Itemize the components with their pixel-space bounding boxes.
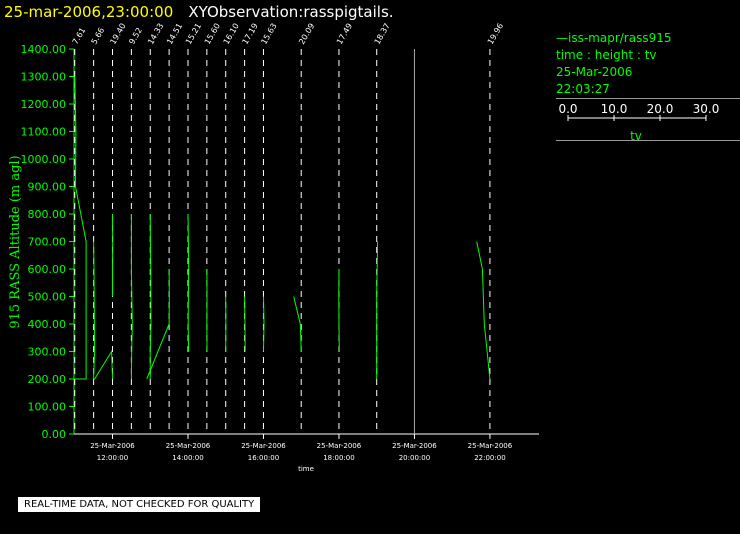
time-marker-label: 5.66 [90, 26, 107, 46]
tv-scale: 0.0 10.0 20.0 30.0 tv [558, 102, 720, 142]
time-marker-label: 18.37 [373, 22, 392, 46]
x-tick-time: 16:00:00 [248, 454, 279, 462]
time-marker-label: 14.33 [146, 22, 165, 46]
profile-trace [338, 268, 340, 352]
legend-source-row: —iss-mapr/rass915 [556, 30, 740, 47]
header-title: XYObservation:rasspigtails. [188, 3, 394, 21]
chart-header: 25-mar-2006,23:00:00 XYObservation:rassp… [4, 2, 394, 26]
x-tick-time: 12:00:00 [97, 454, 128, 462]
time-marker-label: 15.60 [203, 22, 222, 46]
profile-trace [187, 213, 190, 352]
profile-trace [93, 241, 113, 380]
profile-trace [74, 76, 87, 380]
x-tick-time: 22:00:00 [474, 454, 505, 462]
legend-panel: —iss-mapr/rass915 time : height : tv 25-… [556, 30, 740, 142]
profile-trace [376, 241, 379, 379]
plot-area: 0.00 100.00 200.00 300.00 400.00 500.00 600.00… [21, 22, 539, 462]
y-tick-label: 700.00 [28, 236, 67, 249]
header-date: 25-mar-2006,23:00:00 [4, 3, 174, 21]
y-tick-label: 600.00 [28, 263, 67, 276]
legend-time: 22:03:27 [556, 82, 610, 96]
x-tick-date: 25-Mar-2006 [468, 442, 513, 450]
y-tick-label: 900.00 [28, 181, 67, 194]
tv-scale-tick-label: 20.0 [647, 102, 674, 116]
x-axis-label: time [298, 465, 314, 473]
x-tick-date: 25-Mar-2006 [392, 442, 437, 450]
tv-scale-tick-label: 10.0 [601, 102, 628, 116]
profile-trace [149, 213, 152, 379]
time-marker-label: 19.40 [108, 22, 127, 46]
x-tick-date: 25-Mar-2006 [90, 442, 135, 450]
legend-divider-top [556, 98, 740, 99]
legend-line-sample: — [556, 31, 568, 45]
time-marker-label: 16.10 [222, 22, 241, 46]
y-tick-label: 500.00 [28, 291, 67, 304]
y-tick-label: 1400.00 [21, 43, 67, 56]
time-marker-label: 20.09 [297, 22, 316, 46]
tv-scale-tick-label: 30.0 [693, 102, 720, 116]
y-tick-label: 1200.00 [21, 98, 67, 111]
y-tick-label: 1300.00 [21, 71, 67, 84]
profile-trace [244, 296, 246, 352]
profile-trace [146, 268, 170, 380]
time-marker-label: 9.52 [127, 26, 144, 46]
y-axis-label: 915 RASS Altitude (m agl) [8, 155, 23, 328]
time-marker-label: 17.19 [241, 22, 260, 46]
y-tick-label: 1100.00 [21, 126, 67, 139]
profile-trace [476, 241, 491, 380]
y-tick-label: 300.00 [28, 346, 67, 359]
legend-subtitle: time : height : tv [556, 48, 657, 62]
quality-notice: REAL-TIME DATA, NOT CHECKED FOR QUALITY [18, 497, 261, 512]
profile-trace [263, 296, 265, 352]
x-tick-date: 25-Mar-2006 [241, 442, 286, 450]
profile-trace [130, 214, 133, 380]
y-tick-label: 800.00 [28, 208, 67, 221]
y-tick-label: 400.00 [28, 318, 67, 331]
legend-divider-bottom [556, 140, 740, 141]
profile-trace [293, 296, 302, 352]
time-marker-label: 17.49 [335, 22, 354, 46]
x-tick-date: 25-Mar-2006 [166, 442, 211, 450]
x-tick-time: 20:00:00 [399, 454, 430, 462]
x-tick-time: 14:00:00 [172, 454, 203, 462]
y-tick-label: 200.00 [28, 373, 67, 386]
time-marker-label: 14.51 [165, 22, 184, 46]
time-marker-label: 7.61 [71, 26, 88, 46]
y-tick-label: 100.00 [28, 401, 67, 414]
time-marker-label: 19.96 [486, 22, 505, 46]
time-marker-label: 15.21 [184, 22, 203, 46]
x-tick-date: 25-Mar-2006 [317, 442, 362, 450]
x-tick-time: 18:00:00 [323, 454, 354, 462]
time-marker-label: 15.63 [259, 22, 278, 46]
tv-scale-label: tv [630, 129, 642, 142]
y-tick-label: 0.00 [42, 428, 67, 441]
tv-scale-tick-label: 0.0 [558, 102, 577, 116]
y-tick-label: 1000.00 [21, 153, 67, 166]
legend-source: iss-mapr/rass915 [568, 31, 672, 45]
legend-date: 25-Mar-2006 [556, 65, 633, 79]
